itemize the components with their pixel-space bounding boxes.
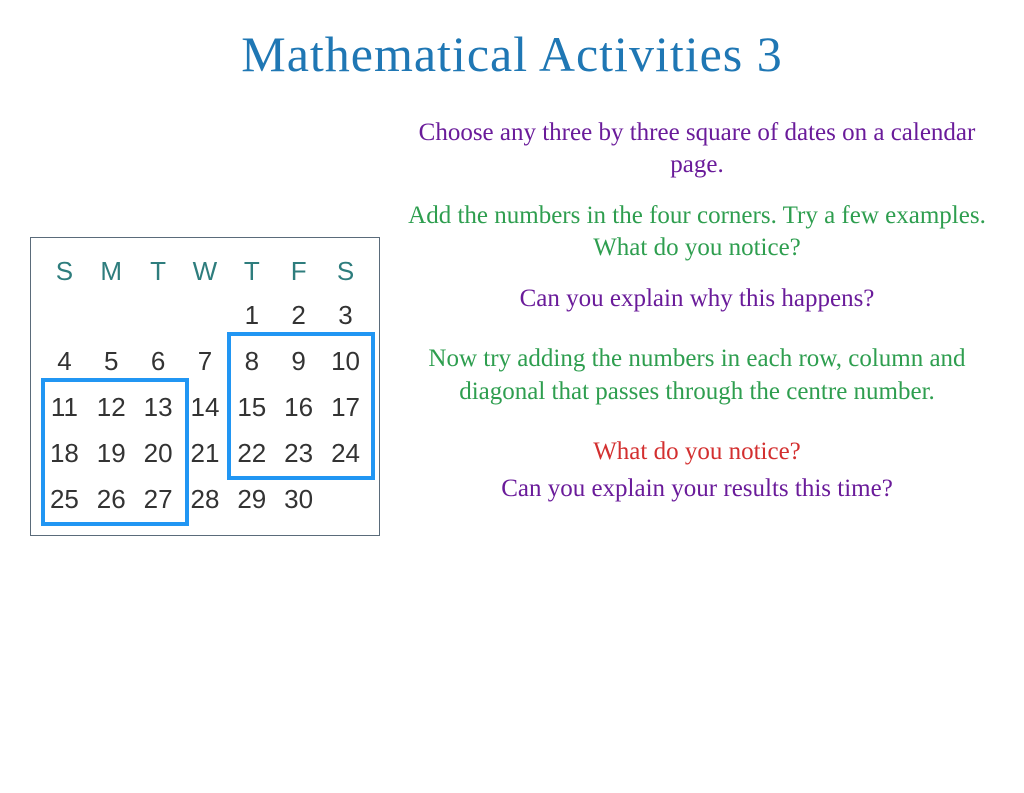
calendar-cell: 21: [182, 431, 229, 477]
instruction-p2: Add the numbers in the four corners. Try…: [390, 200, 1004, 265]
calendar-cell: [322, 477, 369, 523]
calendar-cell: 1: [228, 293, 275, 339]
calendar-cell: 10: [322, 339, 369, 385]
day-header: S: [322, 250, 369, 293]
day-header: T: [135, 250, 182, 293]
calendar-cell: 7: [182, 339, 229, 385]
calendar-cell: 20: [135, 431, 182, 477]
calendar-cell: 28: [182, 477, 229, 523]
day-header: T: [228, 250, 275, 293]
calendar-cell: 27: [135, 477, 182, 523]
calendar-cell: [182, 293, 229, 339]
calendar-cell: 14: [182, 385, 229, 431]
calendar-cell: 2: [275, 293, 322, 339]
calendar-cell: 30: [275, 477, 322, 523]
day-header: S: [41, 250, 88, 293]
calendar-cell: 5: [88, 339, 135, 385]
calendar-cell: 8: [228, 339, 275, 385]
calendar-cell: 4: [41, 339, 88, 385]
calendar-row: 18 19 20 21 22 23 24: [41, 431, 369, 477]
instruction-p3: Can you explain why this happens?: [390, 283, 1004, 316]
instruction-p5-wrap: What do you notice?: [390, 436, 1004, 469]
calendar-cell: 17: [322, 385, 369, 431]
calendar-cell: [41, 293, 88, 339]
calendar-cell: 3: [322, 293, 369, 339]
calendar-cell: 29: [228, 477, 275, 523]
calendar-header-row: S M T W T F S: [41, 250, 369, 293]
calendar-cell: 26: [88, 477, 135, 523]
calendar-row: 4 5 6 7 8 9 10: [41, 339, 369, 385]
calendar-cell: [88, 293, 135, 339]
instructions-column: Choose any three by three square of date…: [390, 117, 1004, 536]
calendar-cell: 22: [228, 431, 275, 477]
instruction-p1: Choose any three by three square of date…: [390, 117, 1004, 182]
calendar-cell: 15: [228, 385, 275, 431]
calendar-cell: 23: [275, 431, 322, 477]
calendar-cell: 12: [88, 385, 135, 431]
instruction-p6: Can you explain your results this time?: [390, 473, 1004, 506]
calendar-row: 1 2 3: [41, 293, 369, 339]
page-title: Mathematical Activities 3: [0, 25, 1024, 83]
calendar-cell: 6: [135, 339, 182, 385]
calendar-cell: 16: [275, 385, 322, 431]
calendar: S M T W T F S 1: [30, 237, 380, 536]
instruction-p5: What do you notice?: [593, 438, 801, 465]
calendar-cell: 24: [322, 431, 369, 477]
calendar-body: 1 2 3 4 5 6 7 8 9 10 11: [41, 293, 369, 523]
calendar-cell: 19: [88, 431, 135, 477]
calendar-table: S M T W T F S 1: [41, 250, 369, 523]
day-header: F: [275, 250, 322, 293]
calendar-row: 25 26 27 28 29 30: [41, 477, 369, 523]
calendar-cell: 9: [275, 339, 322, 385]
calendar-cell: 18: [41, 431, 88, 477]
content-row: S M T W T F S 1: [0, 117, 1024, 536]
calendar-cell: 11: [41, 385, 88, 431]
day-header: M: [88, 250, 135, 293]
day-header: W: [182, 250, 229, 293]
calendar-container: S M T W T F S 1: [30, 237, 380, 536]
instruction-p4: Now try adding the numbers in each row, …: [390, 343, 1004, 408]
calendar-cell: 25: [41, 477, 88, 523]
calendar-cell: 13: [135, 385, 182, 431]
calendar-row: 11 12 13 14 15 16 17: [41, 385, 369, 431]
calendar-cell: [135, 293, 182, 339]
